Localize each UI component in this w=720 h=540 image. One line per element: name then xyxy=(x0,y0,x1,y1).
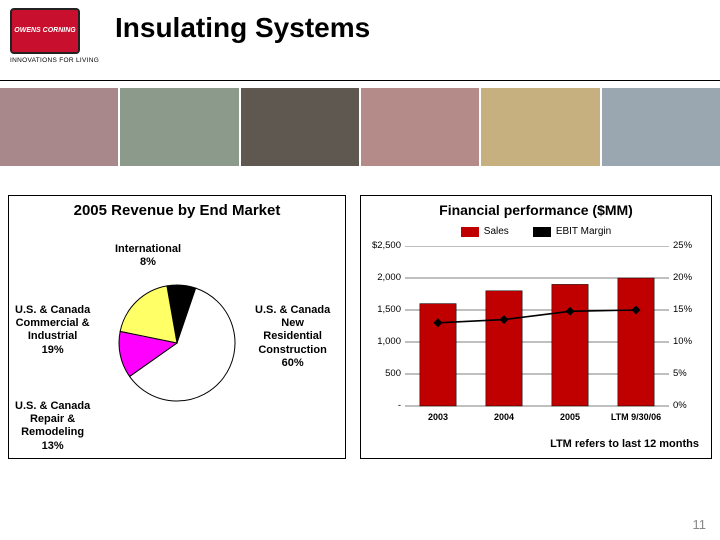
page-title: Insulating Systems xyxy=(115,12,370,44)
logo-mark: OWENS CORNING xyxy=(10,8,80,54)
yr-tick-3: 15% xyxy=(673,304,703,315)
pie-chart-panel: 2005 Revenue by End Market U.S. & Canada… xyxy=(8,195,346,459)
title-divider xyxy=(0,80,720,81)
yl-tick-5: $2,500 xyxy=(371,240,401,251)
brand-logo: OWENS CORNING INNOVATIONS FOR LIVING xyxy=(10,8,100,64)
pie-label-1: U.S. & CanadaRepair &Remodeling13% xyxy=(15,400,90,453)
yl-tick-0: - xyxy=(371,400,401,411)
pie-label-0: U.S. & CanadaNewResidentialConstruction6… xyxy=(255,304,330,370)
charts-row: 2005 Revenue by End Market U.S. & Canada… xyxy=(8,195,712,459)
legend-sales: Sales xyxy=(461,226,509,237)
bar-chart-panel: Financial performance ($MM) Sales EBIT M… xyxy=(360,195,712,459)
bar-legend: Sales EBIT Margin xyxy=(361,226,711,237)
legend-swatch-ebit xyxy=(533,227,551,237)
yr-tick-4: 20% xyxy=(673,272,703,283)
yl-tick-1: 500 xyxy=(371,368,401,379)
strip-img-5 xyxy=(481,88,599,166)
strip-img-2 xyxy=(120,88,238,166)
yr-tick-1: 5% xyxy=(673,368,703,379)
yl-tick-3: 1,500 xyxy=(371,304,401,315)
cat-1: 2004 xyxy=(473,412,535,422)
legend-swatch-sales xyxy=(461,227,479,237)
bar-footnote: LTM refers to last 12 months xyxy=(550,438,699,450)
yl-tick-2: 1,000 xyxy=(371,336,401,347)
bar-title: Financial performance ($MM) xyxy=(361,196,711,218)
page-number: 11 xyxy=(693,517,707,532)
logo-tagline: INNOVATIONS FOR LIVING xyxy=(10,57,100,64)
product-image-strip xyxy=(0,88,720,166)
cat-3: LTM 9/30/06 xyxy=(605,412,667,422)
yr-tick-5: 25% xyxy=(673,240,703,251)
cat-2: 2005 xyxy=(539,412,601,422)
legend-ebit: EBIT Margin xyxy=(533,226,611,237)
legend-label-ebit: EBIT Margin xyxy=(556,226,611,237)
bar-chart xyxy=(361,246,713,460)
pie-label-3: International8% xyxy=(115,243,181,269)
yr-tick-2: 10% xyxy=(673,336,703,347)
pie-title: 2005 Revenue by End Market xyxy=(9,196,345,219)
yl-tick-4: 2,000 xyxy=(371,272,401,283)
strip-img-6 xyxy=(602,88,720,166)
pie-label-2: U.S. & CanadaCommercial &Industrial19% xyxy=(15,304,90,357)
legend-label-sales: Sales xyxy=(484,226,509,237)
strip-img-1 xyxy=(0,88,118,166)
cat-0: 2003 xyxy=(407,412,469,422)
strip-img-3 xyxy=(241,88,359,166)
yr-tick-0: 0% xyxy=(673,400,703,411)
strip-img-4 xyxy=(361,88,479,166)
